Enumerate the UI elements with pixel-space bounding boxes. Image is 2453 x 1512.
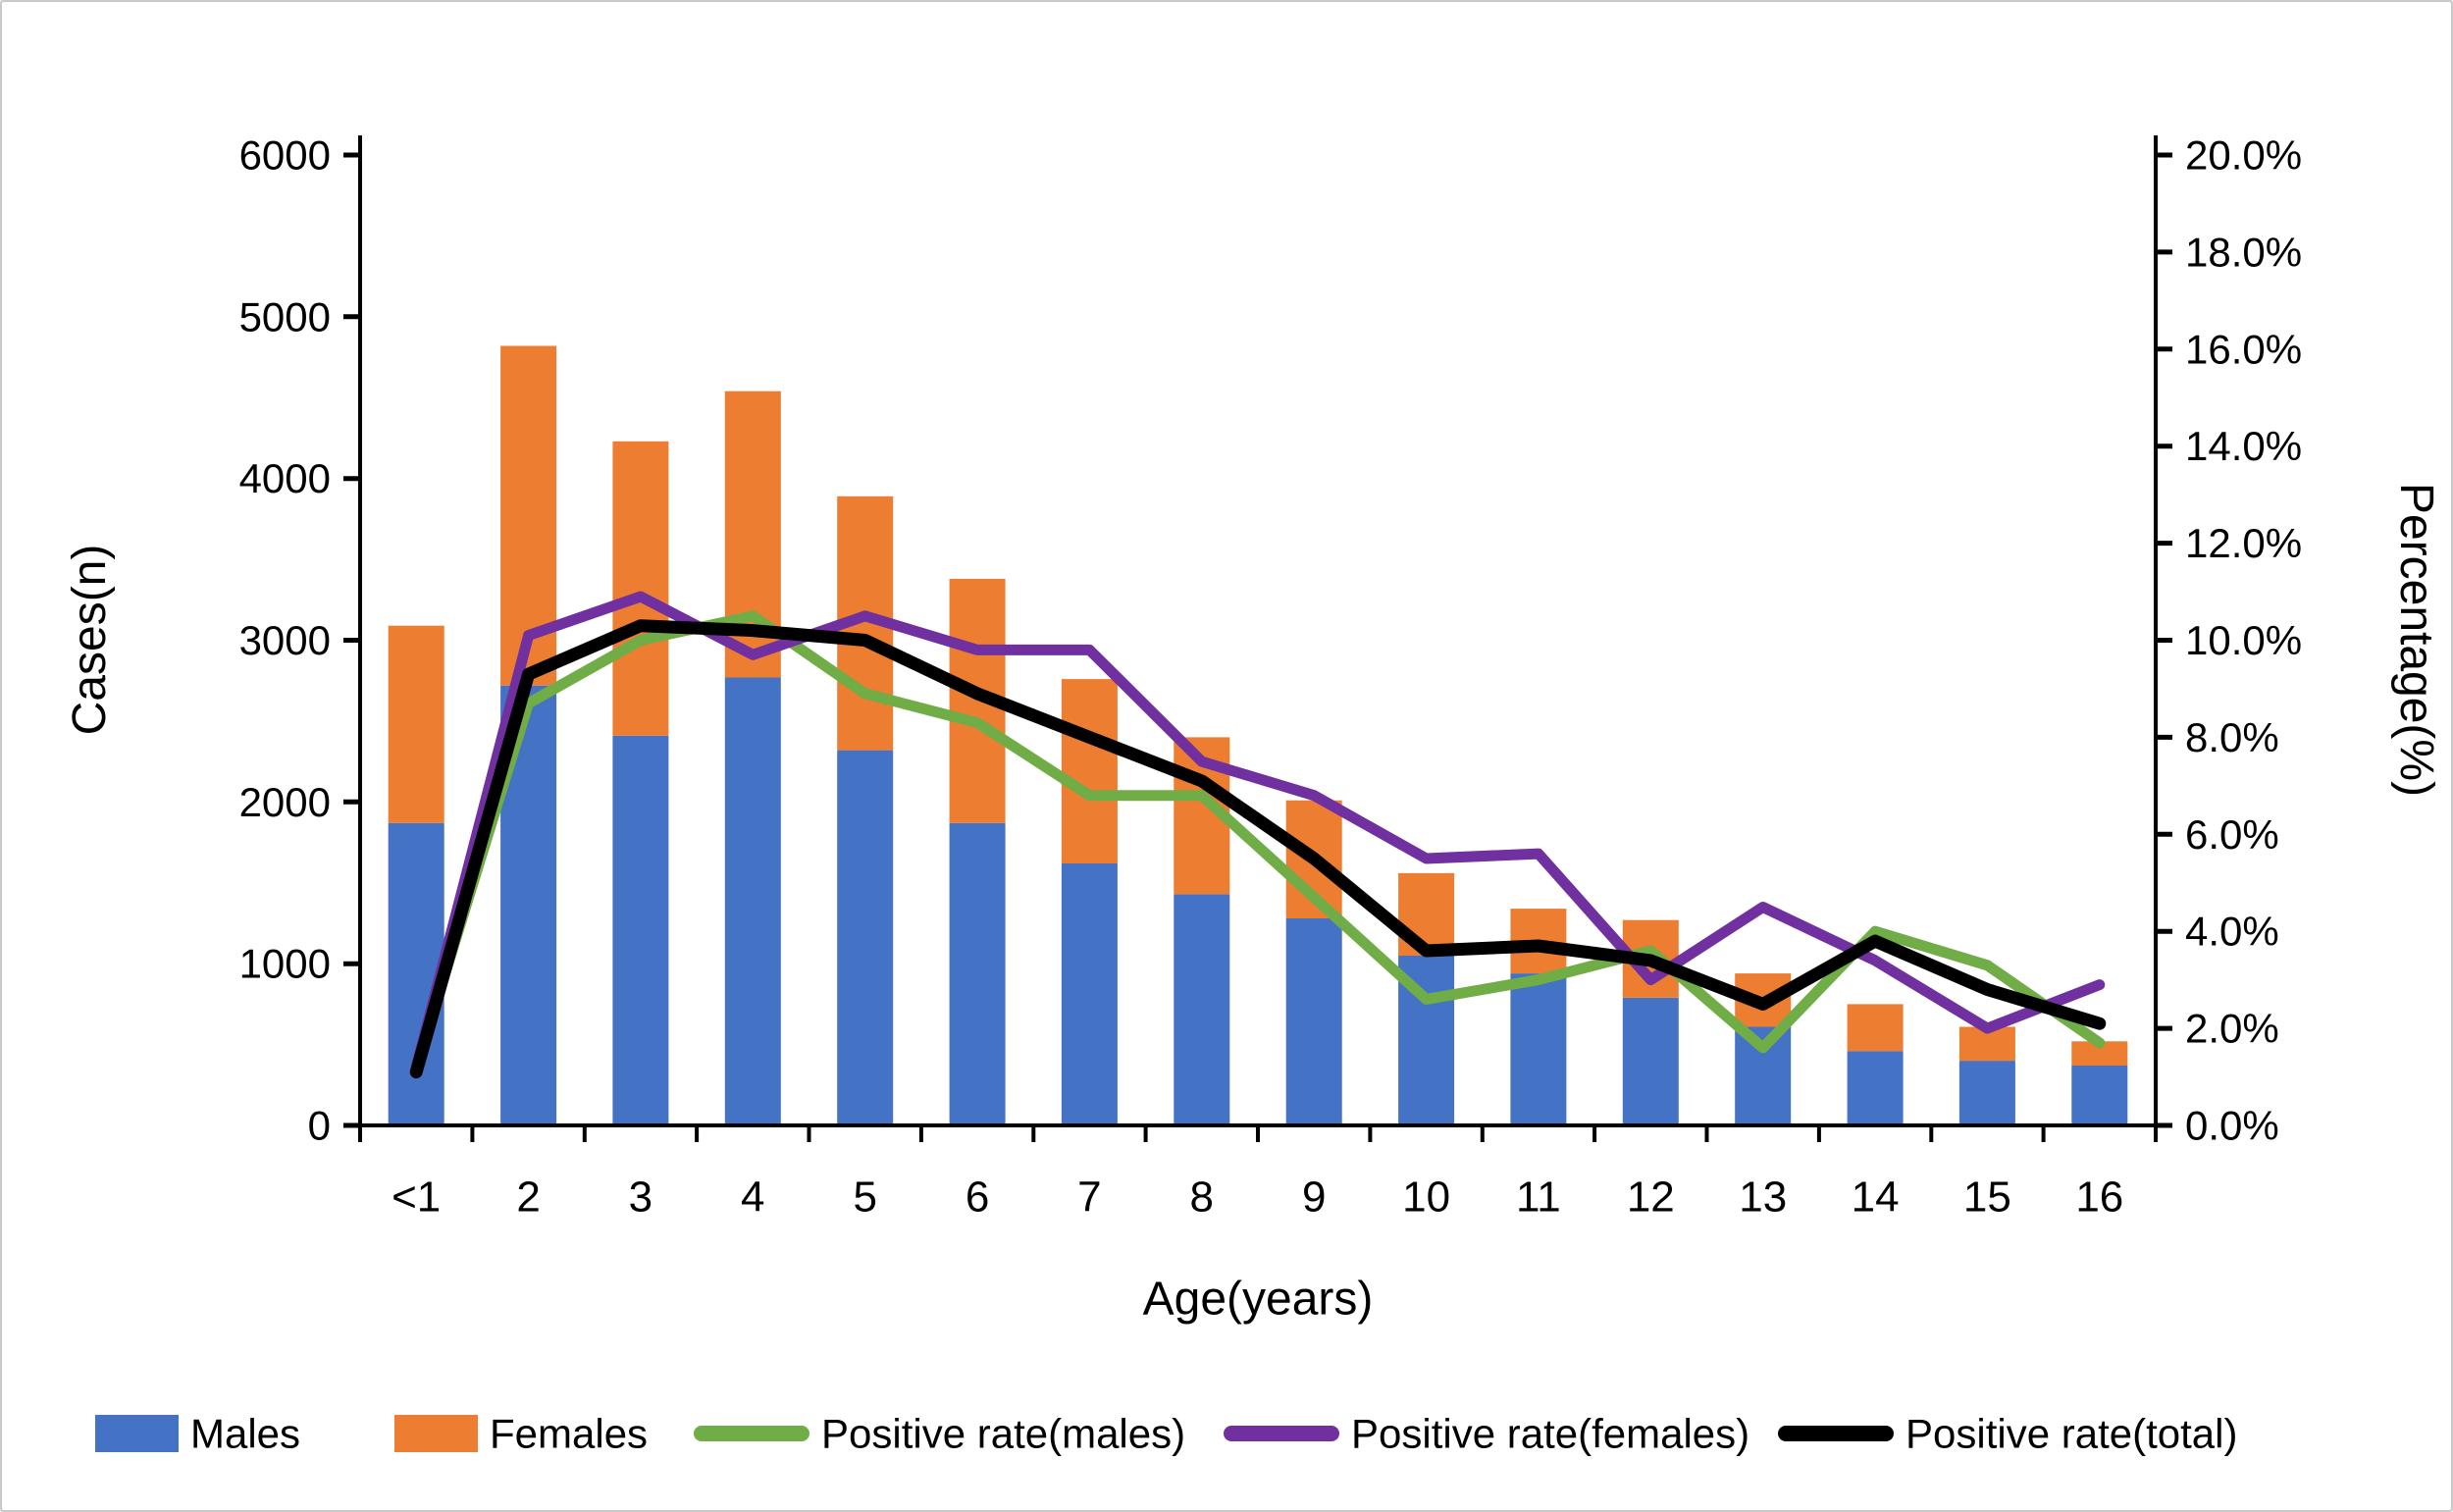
right-tick-label: 18.0%	[2185, 229, 2302, 275]
legend-label: Females	[490, 1411, 648, 1457]
bar-females	[388, 625, 444, 823]
x-tick-label: 16	[2075, 1173, 2123, 1222]
x-tick-label: 5	[853, 1173, 876, 1222]
x-tick-label: 10	[1402, 1173, 1450, 1222]
bar-males	[1061, 863, 1118, 1125]
left-tick-label: 6000	[239, 132, 331, 179]
x-tick-label: 7	[1077, 1173, 1101, 1222]
bar-males	[1174, 894, 1230, 1125]
bar-females	[1847, 1004, 1904, 1052]
left-tick-label: 1000	[239, 941, 331, 987]
right-tick-label: 10.0%	[2185, 617, 2302, 663]
right-tick-label: 0.0%	[2185, 1103, 2279, 1149]
left-axis-title: Cases(n)	[64, 545, 116, 736]
bar-males	[1285, 918, 1342, 1125]
x-tick-label: 6	[966, 1173, 989, 1222]
legend-label: Positive rate(males)	[821, 1411, 1185, 1457]
right-tick-label: 14.0%	[2185, 423, 2302, 469]
line-positive-rate-males	[410, 610, 2106, 1073]
right-tick-label: 12.0%	[2185, 520, 2302, 566]
x-tick-label: 12	[1627, 1173, 1675, 1222]
right-tick-label: 2.0%	[2185, 1006, 2279, 1052]
x-tick-label: 4	[741, 1173, 764, 1222]
legend-swatch-males	[95, 1415, 179, 1452]
x-tick-label: <1	[391, 1173, 441, 1222]
left-tick-label: 3000	[239, 617, 331, 663]
line-positive-rate-total	[409, 619, 2107, 1079]
right-tick-label: 16.0%	[2185, 326, 2302, 372]
line-positive-rate-females	[410, 591, 2106, 1073]
legend-swatch-line	[694, 1426, 809, 1441]
x-tick-label: 3	[629, 1173, 652, 1222]
left-axis: 0 1000 2000 3000 4000 5000 6000	[239, 132, 360, 1149]
x-tick-label: 9	[1302, 1173, 1326, 1222]
x-tick-label: 14	[1852, 1173, 1900, 1222]
right-tick-label: 6.0%	[2185, 811, 2279, 858]
x-tick-label: 13	[1739, 1173, 1787, 1222]
legend-label: Positive rate(females)	[1351, 1411, 1749, 1457]
legend: Males Females Positive rate(males) Positive…	[95, 1411, 2237, 1457]
x-tick-label: 8	[1190, 1173, 1214, 1222]
left-tick-label: 2000	[239, 779, 331, 825]
x-tick-label: 11	[1516, 1173, 1561, 1222]
bar-males	[724, 677, 781, 1125]
legend-swatch-line	[1224, 1426, 1339, 1441]
left-tick-label: 4000	[239, 455, 331, 501]
x-axis-title: Age(years)	[1143, 1274, 1374, 1326]
bar-males	[1958, 1061, 2015, 1125]
x-axis: <1 2 3 4 5 6 7 8 9 10 11 12 13 14 15 16	[358, 1125, 2158, 1222]
bar-females	[1061, 679, 1118, 863]
legend-label: Positive rate(total)	[1905, 1411, 2237, 1457]
right-tick-label: 4.0%	[2185, 909, 2279, 955]
left-tick-label: 5000	[239, 293, 331, 339]
x-tick-label: 2	[516, 1173, 540, 1222]
left-tick-label: 0	[308, 1103, 331, 1149]
legend-swatch-females	[394, 1415, 478, 1452]
bar-males	[612, 735, 669, 1125]
x-tick-label: 15	[1963, 1173, 2011, 1222]
legend-label: Males	[190, 1411, 300, 1457]
bar-males	[949, 822, 1006, 1125]
bar-males	[1510, 973, 1567, 1125]
bar-males	[837, 750, 894, 1125]
legend-swatch-line	[1778, 1426, 1894, 1441]
right-tick-label: 8.0%	[2185, 714, 2279, 760]
bar-males	[1622, 997, 1679, 1125]
bar-females	[612, 441, 669, 736]
right-tick-label: 20.0%	[2185, 132, 2302, 179]
right-axis-title: Percentage(%)	[2390, 483, 2442, 797]
right-axis: 0.0% 2.0% 4.0% 6.0% 8.0% 10.0% 12.0% 14.0% 16.0%…	[2156, 132, 2302, 1149]
bar-males	[1847, 1051, 1904, 1125]
bar-males	[2071, 1066, 2128, 1125]
